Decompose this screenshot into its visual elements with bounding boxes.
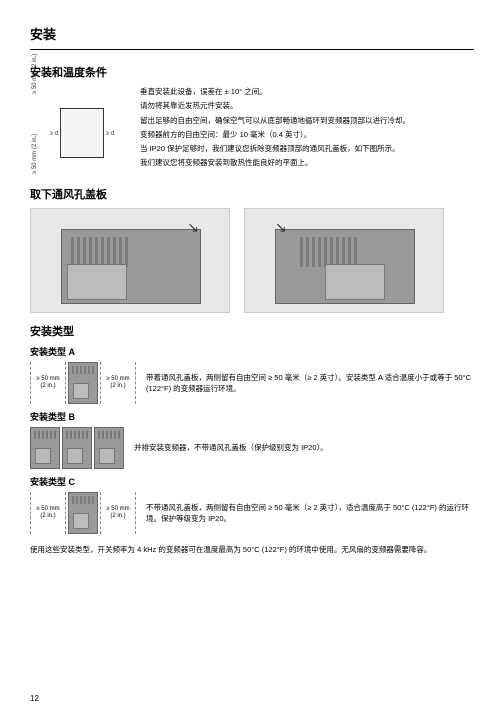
cond-para-5: 当 IP20 保护足够时，我们建议您拆除变频器顶部的通风孔盖板，如下图所示。 (140, 143, 474, 154)
vent-figure-a: ↘ (30, 208, 230, 313)
cond-para-1: 垂直安装此设备，误差在 ± 10° 之间。 (140, 86, 474, 97)
type-a-unit (68, 362, 98, 404)
vent-b-front (325, 264, 385, 300)
type-c-gap-right: ≥ 50 mm (2 in.) (100, 492, 136, 534)
type-a-diagram: ≥ 50 mm (2 in.) ≥ 50 mm (2 in.) (30, 362, 136, 404)
vent-a-slots (71, 237, 131, 267)
type-c-title: 安装类型 C (30, 475, 474, 488)
type-b-unit-2 (62, 427, 92, 469)
vent-figure-b: ↘ (244, 208, 444, 313)
clearance-diagram: ≥ 50 mm (2 in.) ≥ d ≥ d ≥ 50 mm (2 in.) (30, 86, 130, 176)
dim-left-label: ≥ d (50, 131, 58, 137)
dim-right-label: ≥ d (106, 131, 114, 137)
dim-bottom-label: ≥ 50 mm (2 in.) (32, 134, 38, 174)
page-number: 12 (30, 694, 39, 703)
type-b-row: 并排安装变频器，不带通风孔盖板（保护级别变为 IP20）。 (30, 427, 474, 469)
vent-a-front (67, 264, 127, 300)
section-install-conditions-title: 安装和温度条件 (30, 64, 474, 80)
type-c-desc: 不带通风孔盖板，两侧留有自由空间 ≥ 50 毫米（≥ 2 英寸），适合温度高于 … (146, 502, 474, 525)
gap-a-left-val: ≥ 50 mm (36, 376, 59, 383)
install-conditions-text: 垂直安装此设备，误差在 ± 10° 之间。 请勿将其靠近发热元件安装。 留出足够… (140, 86, 474, 172)
page-title: 安装 (30, 24, 474, 43)
dim-top-label: ≥ 50 mm (2 in.) (32, 54, 38, 94)
gap-a-right-val: ≥ 50 mm (106, 376, 129, 383)
gap-a-right-unit: (2 in.) (110, 383, 125, 390)
mount-types-footnote: 使用这些安装类型，开关频率为 4 kHz 的变频器可在温度最高为 50°C (1… (30, 544, 474, 555)
install-conditions-row: ≥ 50 mm (2 in.) ≥ d ≥ d ≥ 50 mm (2 in.) … (30, 86, 474, 176)
gap-c-left-val: ≥ 50 mm (36, 506, 59, 513)
vent-a-arrow-icon: ↘ (187, 219, 199, 236)
type-a-row: ≥ 50 mm (2 in.) ≥ 50 mm (2 in.) 带着通风孔盖板，… (30, 362, 474, 404)
type-c-unit (68, 492, 98, 534)
type-c-gap-left: ≥ 50 mm (2 in.) (30, 492, 66, 534)
type-c-diagram: ≥ 50 mm (2 in.) ≥ 50 mm (2 in.) (30, 492, 136, 534)
cond-para-4: 变频器前方的自由空间：最少 10 毫米（0.4 英寸）。 (140, 129, 474, 140)
type-b-title: 安装类型 B (30, 410, 474, 423)
type-b-desc: 并排安装变频器，不带通风孔盖板（保护级别变为 IP20）。 (134, 442, 474, 453)
type-c-row: ≥ 50 mm (2 in.) ≥ 50 mm (2 in.) 不带通风孔盖板，… (30, 492, 474, 534)
gap-a-left-unit: (2 in.) (40, 383, 55, 390)
type-b-diagram (30, 427, 124, 469)
gap-c-right-unit: (2 in.) (110, 513, 125, 520)
vent-b-slots (300, 237, 360, 267)
type-a-gap-left: ≥ 50 mm (2 in.) (30, 362, 66, 404)
title-rule (30, 49, 474, 50)
section-remove-cover-title: 取下通风孔盖板 (30, 186, 474, 202)
section-mount-types-title: 安装类型 (30, 323, 474, 339)
vent-cover-figures: ↘ ↘ (30, 208, 474, 313)
drive-outline-box (60, 108, 104, 158)
cond-para-6: 我们建议您将变频器安装到散热性能良好的平面上。 (140, 157, 474, 168)
gap-c-left-unit: (2 in.) (40, 513, 55, 520)
type-a-title: 安装类型 A (30, 345, 474, 358)
vent-b-arrow-icon: ↘ (275, 219, 287, 236)
type-a-gap-right: ≥ 50 mm (2 in.) (100, 362, 136, 404)
type-a-desc: 带着通风孔盖板，两侧留有自由空间 ≥ 50 毫米（≥ 2 英寸）。安装类型 A … (146, 372, 474, 395)
type-b-unit-1 (30, 427, 60, 469)
cond-para-2: 请勿将其靠近发热元件安装。 (140, 100, 474, 111)
cond-para-3: 留出足够的自由空间，确保空气可以从底部畅通地循环到变频器顶部以进行冷却。 (140, 115, 474, 126)
type-b-unit-3 (94, 427, 124, 469)
gap-c-right-val: ≥ 50 mm (106, 506, 129, 513)
